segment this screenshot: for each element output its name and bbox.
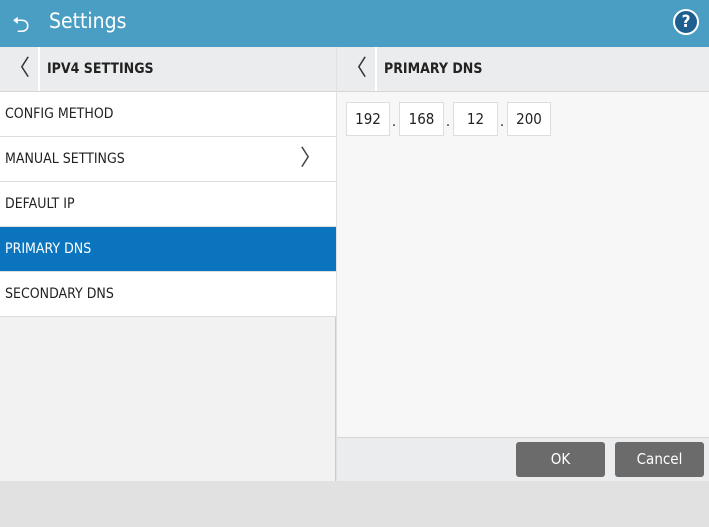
octet-input-4[interactable]: 200	[507, 102, 551, 136]
octet-input-1[interactable]: 192	[346, 102, 390, 136]
right-subheader: 〈 PRIMARY DNS	[337, 47, 709, 92]
app-header: ⮌ Settings ?	[0, 0, 709, 47]
right-panel-title: PRIMARY DNS	[384, 61, 483, 77]
octet-separator: .	[500, 114, 504, 130]
item-label: MANUAL SETTINGS	[5, 151, 125, 167]
chevron-right-icon: 〉	[299, 146, 322, 171]
item-label: PRIMARY DNS	[5, 241, 92, 257]
ok-button[interactable]: OK	[516, 442, 605, 477]
octet-separator: .	[446, 114, 450, 130]
chevron-left-icon[interactable]: 〈	[0, 47, 40, 91]
settings-list: CONFIG METHOD MANUAL SETTINGS 〉 DEFAULT I…	[0, 92, 336, 481]
dns-editor	[337, 92, 709, 437]
cancel-button[interactable]: Cancel	[615, 442, 704, 477]
item-label: CONFIG METHOD	[5, 106, 114, 122]
list-item-primary-dns[interactable]: PRIMARY DNS	[0, 227, 336, 272]
help-icon[interactable]: ?	[673, 9, 699, 35]
item-label: DEFAULT IP	[5, 196, 75, 212]
item-label: SECONDARY DNS	[5, 286, 114, 302]
octet-separator: .	[392, 114, 396, 130]
left-subheader: 〈 IPV4 SETTINGS	[0, 47, 336, 92]
octet-input-3[interactable]: 12	[453, 102, 498, 136]
back-icon[interactable]: ⮌	[12, 13, 30, 38]
list-item-default-ip[interactable]: DEFAULT IP	[0, 182, 336, 227]
chevron-left-icon[interactable]: 〈	[337, 47, 377, 91]
left-panel-title: IPV4 SETTINGS	[47, 61, 154, 77]
octet-input-2[interactable]: 168	[399, 102, 444, 136]
page-title: Settings	[49, 9, 127, 33]
list-item-secondary-dns[interactable]: SECONDARY DNS	[0, 272, 336, 317]
list-item-config-method[interactable]: CONFIG METHOD	[0, 92, 336, 137]
list-item-manual-settings[interactable]: MANUAL SETTINGS 〉	[0, 137, 336, 182]
